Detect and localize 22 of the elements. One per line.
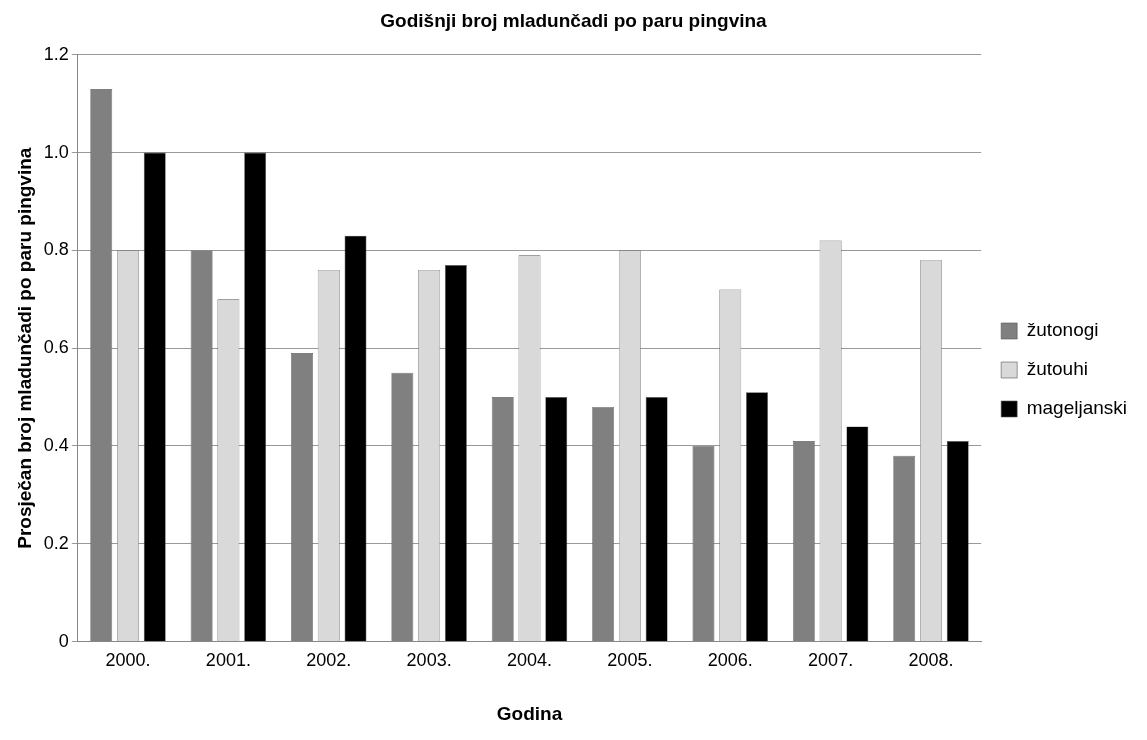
legend-label: žutonogi [1026, 319, 1099, 341]
y-tick-label: 1.0 [43, 141, 69, 162]
y-tick-label: 0 [58, 630, 69, 651]
x-tick-label: 2004. [506, 650, 553, 671]
x-tick-label: 2007. [808, 650, 854, 671]
y-tick-label: 1.2 [43, 43, 69, 64]
x-tick-label: 2001. [205, 650, 251, 671]
y-axis-title: Prosječan broj mladunčadi po paru pingvina [13, 147, 35, 549]
y-tick-label: 0.6 [43, 337, 69, 358]
x-axis-title: Godina [496, 702, 563, 724]
x-tick-label: 2005. [607, 650, 653, 671]
x-tick-label: 2000. [105, 650, 151, 671]
y-tick-label: 0.2 [43, 532, 69, 553]
x-tick-label: 2006. [707, 650, 753, 671]
x-tick-label: 2002. [306, 650, 352, 671]
x-tick-label: 2003. [406, 650, 452, 671]
chart-title: Godišnji broj mladunčadi po paru pingvina [380, 9, 768, 31]
y-tick-label: 0.4 [43, 434, 69, 455]
legend-label: mageljanski [1026, 397, 1127, 419]
x-tick-label: 2008. [908, 650, 954, 671]
legend-label: žutouhi [1026, 358, 1088, 380]
y-tick-label: 0.8 [43, 239, 69, 260]
